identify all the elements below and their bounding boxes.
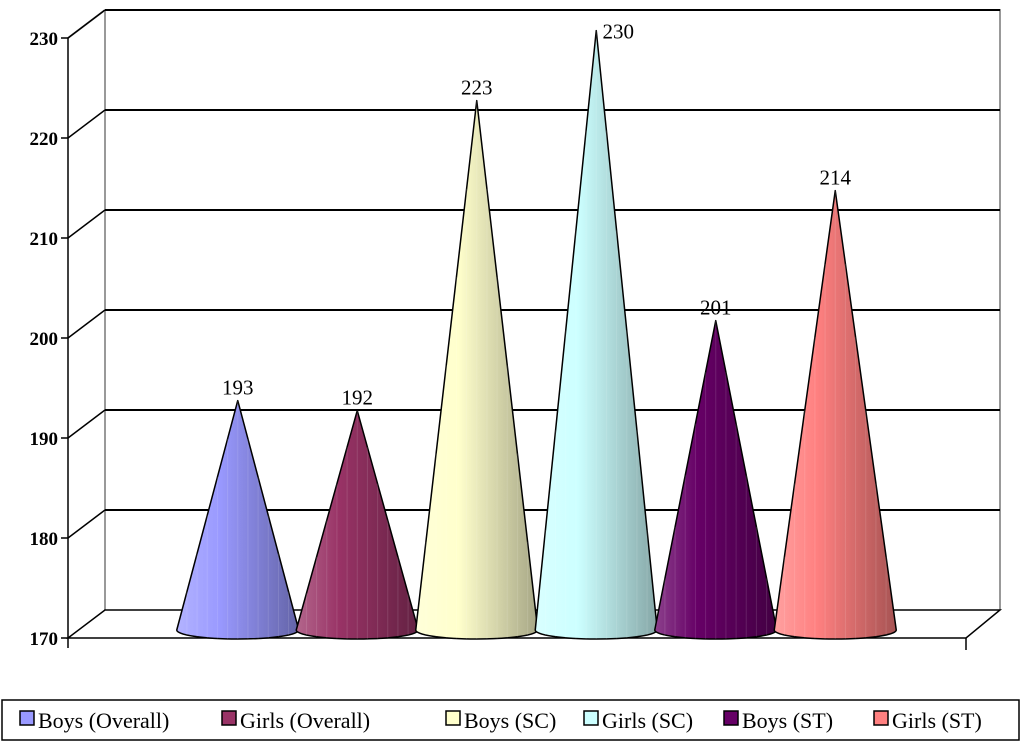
- legend-swatch: [584, 711, 598, 725]
- cones: [177, 31, 897, 639]
- y-tick-label: 220: [30, 129, 59, 150]
- gridline-side: [68, 10, 105, 38]
- legend-swatch: [222, 711, 236, 725]
- legend-label: Boys (Overall): [38, 708, 169, 733]
- y-tick-label: 170: [30, 629, 59, 650]
- legend-swatch: [874, 711, 888, 725]
- legend-swatch: [446, 711, 460, 725]
- data-label: 192: [342, 386, 374, 410]
- legend-label: Girls (Overall): [240, 708, 370, 733]
- y-tick-label: 210: [30, 229, 59, 250]
- legend-swatch: [724, 711, 738, 725]
- legend-swatch: [20, 711, 34, 725]
- gridline-side: [68, 310, 105, 338]
- legend-label: Girls (SC): [602, 708, 693, 733]
- data-label: 214: [820, 166, 852, 190]
- gridline-side: [68, 110, 105, 138]
- y-tick-labels: 170 180 190 200 210 220 230: [30, 29, 59, 650]
- data-label: 201: [700, 296, 732, 320]
- gridline-side: [68, 210, 105, 238]
- data-label: 223: [461, 76, 493, 100]
- data-labels: 193 192 223 230 201 214: [222, 20, 852, 410]
- data-label: 193: [222, 376, 254, 400]
- gridline-side: [68, 510, 105, 538]
- legend-label: Boys (ST): [742, 708, 833, 733]
- y-tick-label: 180: [30, 529, 59, 550]
- y-tick-label: 200: [30, 329, 59, 350]
- y-tick-label: 190: [30, 429, 59, 450]
- data-label: 230: [603, 20, 635, 44]
- legend-label: Girls (ST): [892, 708, 982, 733]
- y-tick-label: 230: [30, 29, 59, 50]
- legend-label: Boys (SC): [464, 708, 556, 733]
- legend: Boys (Overall) Girls (Overall) Boys (SC) Gi…: [2, 700, 1019, 740]
- gridline-side: [68, 410, 105, 438]
